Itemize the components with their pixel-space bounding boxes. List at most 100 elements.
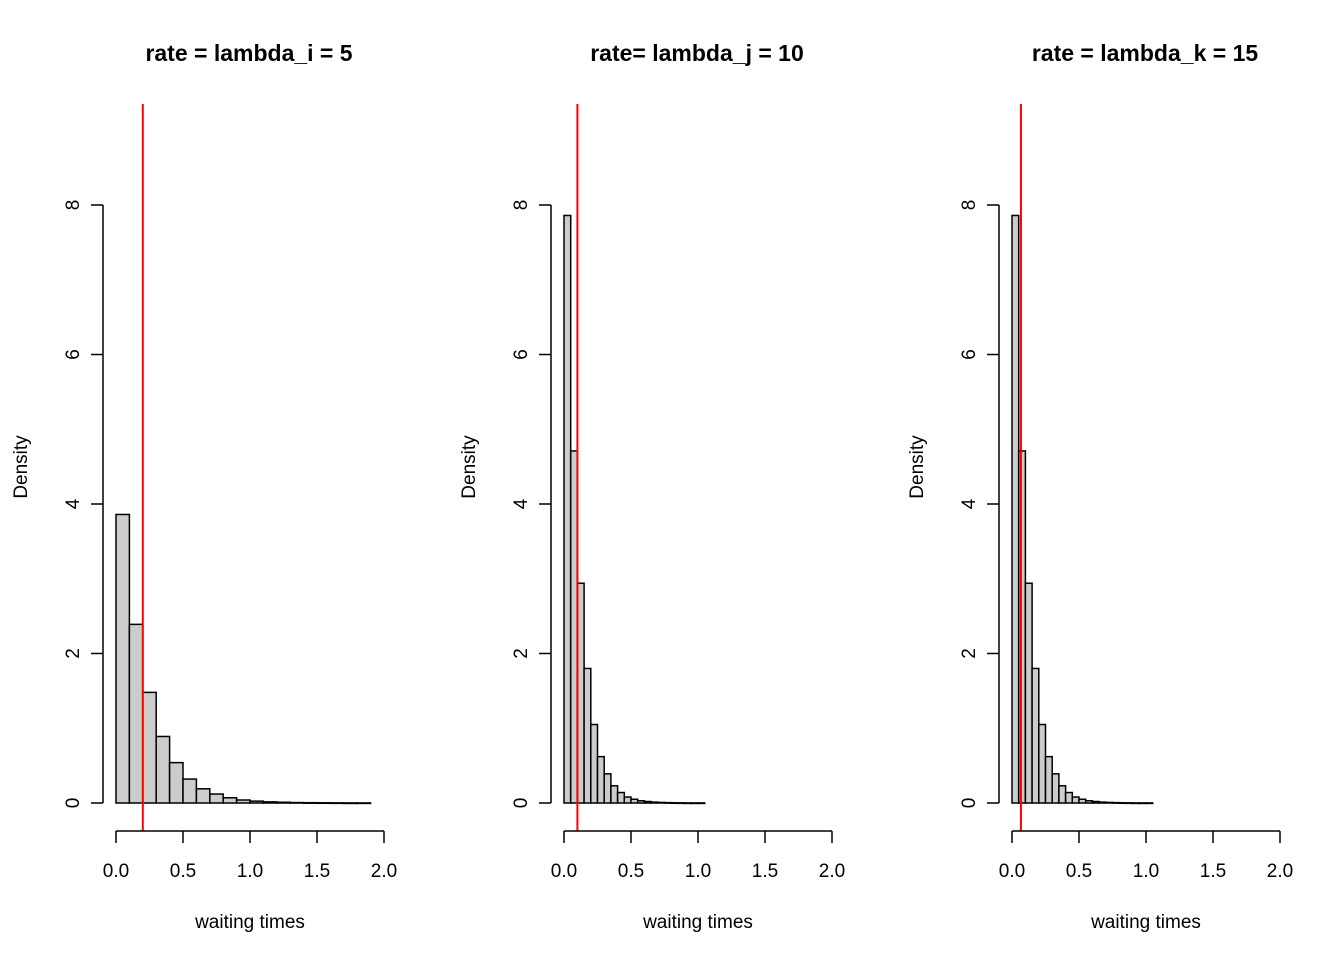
histogram-bar xyxy=(663,801,672,804)
histogram-bar xyxy=(630,798,639,804)
histogram-bar xyxy=(182,778,198,804)
histogram-bar xyxy=(643,800,652,804)
histogram-bar xyxy=(1125,802,1134,805)
histogram-bar xyxy=(1138,802,1147,805)
y-tick-label: 0 xyxy=(511,798,532,809)
x-tick-label: 0.0 xyxy=(551,861,577,882)
y-tick-label: 6 xyxy=(511,349,532,360)
histogram-bar xyxy=(690,802,699,805)
histogram-bar xyxy=(1145,802,1154,805)
histogram-bar xyxy=(596,755,605,804)
histogram-bar xyxy=(1131,802,1141,805)
histogram-bar xyxy=(1078,798,1087,804)
y-axis-label: Density xyxy=(11,435,32,499)
y-axis-label: Density xyxy=(907,435,928,499)
histogram-bar xyxy=(616,791,626,804)
x-tick-label: 1.0 xyxy=(1133,861,1159,882)
histogram-bar xyxy=(650,801,659,804)
histogram-bar xyxy=(657,801,666,804)
histogram-bar xyxy=(636,800,646,804)
histogram-bar xyxy=(590,723,599,804)
histogram-bar xyxy=(142,691,157,804)
histogram-bar xyxy=(683,802,693,805)
histogram-bar xyxy=(302,801,318,804)
y-tick-label: 4 xyxy=(63,498,84,509)
histogram-bar xyxy=(1064,791,1074,804)
histogram-bar xyxy=(115,513,131,804)
histogram-bar xyxy=(128,623,144,804)
chart-title: rate = lambda_k = 15 xyxy=(1032,40,1259,66)
y-tick-label: 0 xyxy=(959,798,980,809)
x-tick-label: 0.0 xyxy=(999,861,1025,882)
y-tick-label: 6 xyxy=(959,349,980,360)
histogram-bar xyxy=(1118,802,1127,805)
histogram-bar xyxy=(569,450,579,804)
histogram-bar xyxy=(222,797,238,804)
histogram-bar xyxy=(1111,801,1120,804)
x-axis-label: waiting times xyxy=(194,912,305,933)
x-tick-label: 0.5 xyxy=(1066,861,1092,882)
x-tick-label: 0.5 xyxy=(170,861,196,882)
histogram-bar xyxy=(1044,755,1053,804)
histogram-bar xyxy=(1017,450,1027,804)
x-tick-label: 1.0 xyxy=(237,861,263,882)
x-tick-label: 1.5 xyxy=(1200,861,1226,882)
histogram-bar xyxy=(1084,800,1094,804)
histogram-bar xyxy=(1024,582,1033,804)
histogram-bar xyxy=(168,761,184,804)
histogram-bar xyxy=(1011,214,1020,804)
histogram-bar xyxy=(697,802,706,805)
histogram-bar xyxy=(329,802,345,805)
histogram-bar xyxy=(1091,800,1100,804)
x-tick-label: 2.0 xyxy=(1267,861,1293,882)
x-axis-label: waiting times xyxy=(1090,912,1201,933)
histogram-bar xyxy=(316,802,332,805)
x-tick-label: 1.0 xyxy=(685,861,711,882)
histogram-bar xyxy=(677,802,686,805)
histogram-bar xyxy=(1105,801,1114,804)
y-tick-label: 8 xyxy=(959,200,980,211)
histogram-bar xyxy=(576,582,585,804)
y-tick-label: 4 xyxy=(959,498,980,509)
y-tick-label: 2 xyxy=(63,648,84,659)
y-tick-label: 0 xyxy=(63,798,84,809)
chart-title: rate= lambda_j = 10 xyxy=(590,40,804,66)
x-axis-label: waiting times xyxy=(642,912,753,933)
histogram-bar xyxy=(235,799,251,804)
histogram-bar xyxy=(610,785,619,804)
histogram-bar xyxy=(1098,801,1107,804)
y-tick-label: 2 xyxy=(511,648,532,659)
y-tick-label: 8 xyxy=(511,200,532,211)
y-tick-label: 2 xyxy=(959,648,980,659)
histogram-bar xyxy=(195,788,211,804)
histogram-bar xyxy=(1071,796,1080,804)
histogram-bar xyxy=(249,800,265,804)
histogram-bar xyxy=(1031,667,1040,804)
histogram-bar xyxy=(356,802,372,805)
histogram-bar xyxy=(155,735,171,804)
histogram-bar xyxy=(583,667,592,804)
y-tick-label: 4 xyxy=(511,498,532,509)
y-axis-label: Density xyxy=(459,435,480,499)
x-tick-label: 2.0 xyxy=(371,861,397,882)
x-tick-label: 1.5 xyxy=(304,861,330,882)
x-tick-label: 2.0 xyxy=(819,861,845,882)
histogram-bar xyxy=(262,801,278,804)
histogram-bar xyxy=(289,801,305,804)
x-tick-label: 1.5 xyxy=(752,861,778,882)
histogram-bar xyxy=(276,801,291,804)
histogram-bar xyxy=(670,802,679,805)
x-tick-label: 0.0 xyxy=(103,861,129,882)
histogram-bar xyxy=(563,214,572,804)
histogram-bar xyxy=(1051,773,1060,804)
histogram-bar xyxy=(623,796,632,804)
y-tick-label: 8 xyxy=(63,200,84,211)
histogram-bar xyxy=(1038,723,1047,804)
histogram-bar xyxy=(343,802,358,805)
histogram-bar xyxy=(1058,785,1067,804)
histogram-bar xyxy=(209,793,224,804)
chart-title: rate = lambda_i = 5 xyxy=(145,40,352,66)
y-tick-label: 6 xyxy=(63,349,84,360)
x-tick-label: 0.5 xyxy=(618,861,644,882)
